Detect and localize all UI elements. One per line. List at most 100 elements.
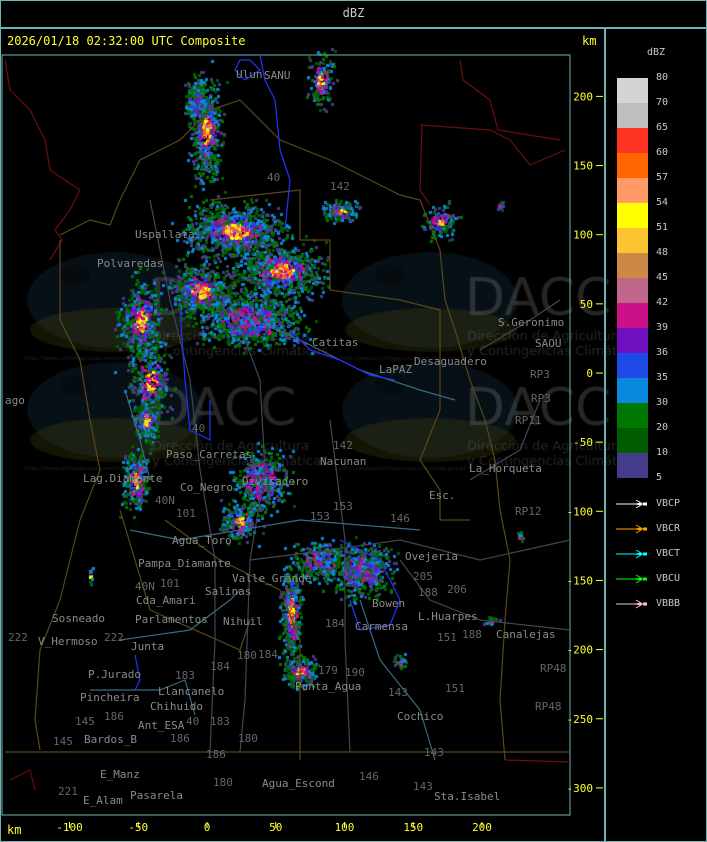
- legend-label: 48: [656, 247, 669, 258]
- legend-swatch: [617, 203, 648, 228]
- place-label: Canalejas: [496, 628, 556, 641]
- route-label: 153: [310, 510, 330, 523]
- radar-arrow-icon: [616, 574, 647, 584]
- route-label: 143: [424, 746, 444, 759]
- radar-name: VBCT: [656, 548, 681, 559]
- place-label: Lag.Diamante: [83, 472, 162, 485]
- route-label: 40N: [155, 494, 175, 507]
- route-label: 186: [170, 732, 190, 745]
- place-label: Sta.Isabel: [434, 790, 500, 803]
- place-label: P.Jurado: [88, 668, 141, 681]
- radar-name: VBBB: [656, 598, 681, 609]
- route-label: 146: [359, 770, 379, 783]
- product-title: dBZ: [342, 6, 365, 20]
- route-label: RP12: [515, 505, 542, 518]
- y-tick-label: -100: [567, 505, 594, 518]
- legend-label: 30: [656, 397, 669, 408]
- legend-label: 39: [656, 322, 669, 333]
- boundary-line: [34, 240, 101, 751]
- legend-title: dBZ: [647, 47, 666, 58]
- y-tick-label: -150: [567, 574, 594, 587]
- route-label: 40: [192, 422, 205, 435]
- route-label: 143: [413, 780, 433, 793]
- route-label: 180: [237, 649, 257, 662]
- y-tick-label: -300: [567, 782, 594, 795]
- place-label: Agua_Toro: [172, 534, 232, 547]
- place-label: Pampa_Diamante: [138, 557, 231, 570]
- route-label: 190: [345, 666, 365, 679]
- boundary-line: [399, 559, 571, 631]
- y-axis-unit: km: [582, 34, 597, 48]
- place-label: Ulun: [236, 68, 263, 81]
- legend-swatch: [617, 403, 648, 428]
- x-tick-label: 200: [472, 821, 492, 834]
- y-tick-label: -200: [567, 644, 594, 657]
- legend-swatch: [617, 453, 648, 478]
- place-label: Parlamentos: [135, 613, 208, 626]
- y-tick-label: -50: [573, 436, 593, 449]
- legend-label: 10: [656, 447, 669, 458]
- place-label: Ovejeria: [405, 550, 458, 563]
- route-label: 222: [8, 631, 28, 644]
- radar-arrow-icon: [616, 499, 647, 509]
- boundary-line: [149, 199, 216, 753]
- route-label: 142: [333, 439, 353, 452]
- boundary-line: [504, 759, 571, 763]
- boundary-line: [249, 539, 571, 561]
- boundary-line: [329, 419, 351, 753]
- place-label: Cochico: [397, 710, 443, 723]
- route-label: 101: [176, 507, 196, 520]
- place-label: Esc.: [429, 489, 456, 502]
- legend-swatch: [617, 153, 648, 178]
- route-label: 188: [462, 628, 482, 641]
- radar-arrow-icon: [616, 599, 647, 609]
- route-label: 145: [53, 735, 73, 748]
- x-tick-label: 150: [403, 821, 423, 834]
- y-tick-label: 50: [580, 298, 593, 311]
- place-label: Divisadero: [242, 475, 308, 488]
- x-tick-label: -100: [56, 821, 83, 834]
- legend-label: 20: [656, 422, 669, 433]
- boundary-line: [419, 124, 431, 206]
- x-tick-label: 100: [335, 821, 355, 834]
- y-tick-label: 150: [573, 160, 593, 173]
- x-tick-label: -50: [128, 821, 148, 834]
- route-label: 205: [413, 570, 433, 583]
- place-label: Cda_Amari: [136, 594, 196, 607]
- place-label: Llancanelo: [158, 685, 224, 698]
- place-label: E_Alam: [83, 794, 123, 807]
- legend-label: 70: [656, 97, 669, 108]
- route-label: 142: [330, 180, 350, 193]
- boundary-line: [59, 99, 511, 761]
- place-label: Nihuil: [223, 615, 263, 628]
- place-label: Pasarela: [130, 789, 183, 802]
- place-label: La_Horqueta: [469, 462, 542, 475]
- river-line: [289, 329, 396, 381]
- place-label: Desaguadero: [414, 355, 487, 368]
- legend-label: 35: [656, 372, 669, 383]
- route-label: RP48: [535, 700, 562, 713]
- route-label: 40: [186, 715, 199, 728]
- x-tick-label: 50: [269, 821, 282, 834]
- place-label: Bowen: [372, 597, 405, 610]
- place-label: Catitas: [312, 336, 358, 349]
- map-frame: [1, 54, 571, 816]
- place-label: Bardos_B: [84, 733, 137, 746]
- timestamp-label: 2026/01/18 02:32:00 UTC Composite: [7, 34, 246, 48]
- legend-label: 42: [656, 297, 669, 308]
- place-label: Sosneado: [52, 612, 105, 625]
- route-label: 183: [210, 715, 230, 728]
- place-label: Co_Negro: [180, 481, 233, 494]
- place-label: Nacunan: [320, 455, 366, 468]
- y-tick-label: 0: [586, 367, 593, 380]
- river-line: [339, 539, 401, 631]
- route-label: 153: [333, 500, 353, 513]
- place-label: ago: [5, 394, 25, 407]
- route-label: 145: [75, 715, 95, 728]
- route-label: 143: [388, 686, 408, 699]
- legend-label: 57: [656, 172, 669, 183]
- legend-swatch: [617, 128, 648, 153]
- place-label: Junta: [131, 640, 164, 653]
- legend-swatch: [617, 253, 648, 278]
